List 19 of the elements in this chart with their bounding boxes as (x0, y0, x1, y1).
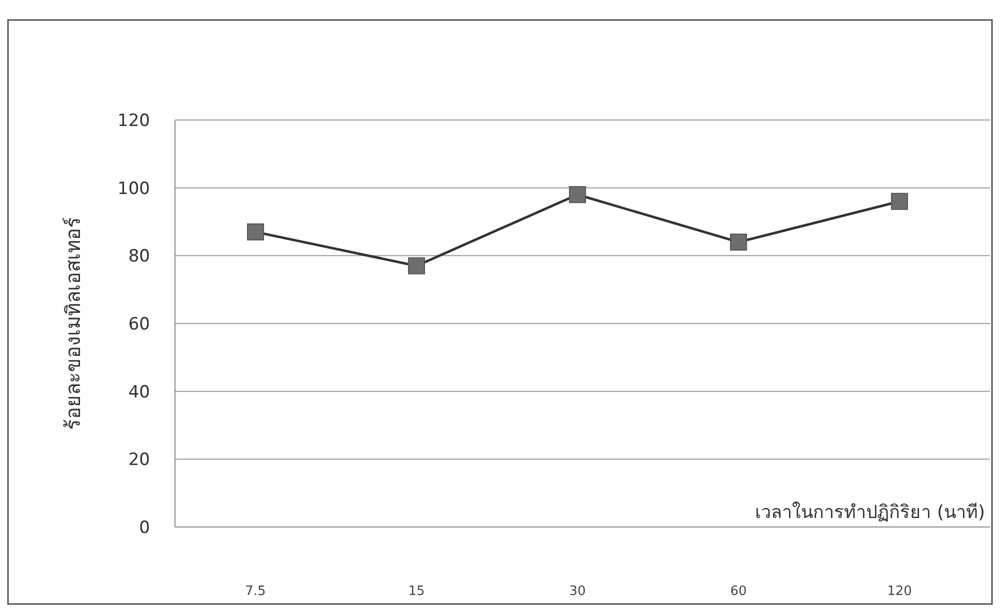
x-tick-label: 60 (730, 584, 747, 599)
x-axis-title: เวลาในการทำปฏิกิริยา (นาที) (755, 501, 985, 523)
y-tick-label: 20 (128, 450, 150, 470)
y-tick-label: 120 (118, 111, 150, 131)
point (569, 186, 586, 204)
x-tick-label: 120 (887, 584, 912, 599)
y-tick-label: 40 (128, 382, 150, 402)
x-tick-label: 15 (408, 584, 425, 599)
point (891, 192, 908, 210)
x-tick-label: 30 (569, 584, 586, 599)
y-tick-label: 60 (128, 314, 150, 334)
y-tick-label: 80 (128, 246, 150, 267)
point (408, 257, 425, 274)
y-tick-label: 0 (139, 518, 150, 538)
y-axis-title: ร้อยละของเมทิลเอสเทอร์ (61, 217, 85, 430)
point (730, 234, 747, 251)
x-tick-label: 7.5 (245, 584, 266, 599)
y-tick-label: 100 (118, 178, 150, 199)
point (247, 223, 264, 240)
